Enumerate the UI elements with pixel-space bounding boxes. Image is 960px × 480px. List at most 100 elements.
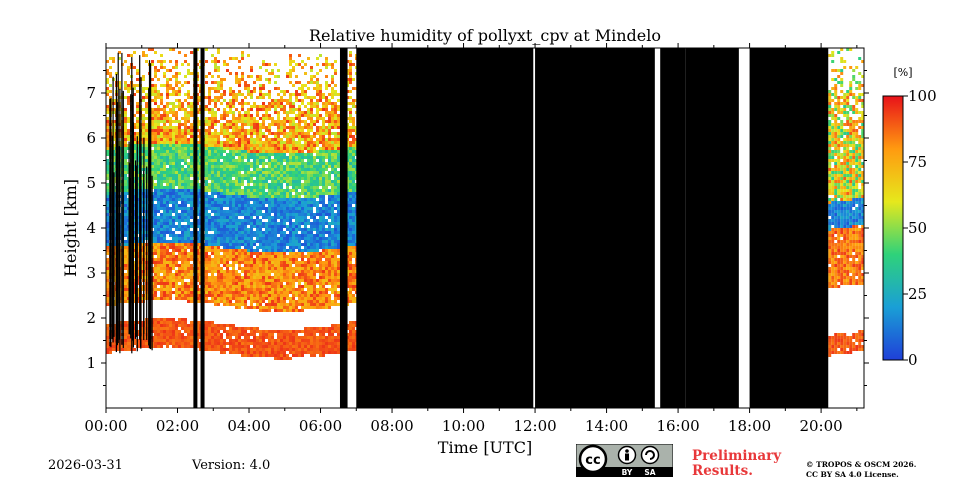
humidity-cell <box>184 141 187 144</box>
humidity-cell <box>256 285 259 288</box>
humidity-cell <box>292 123 295 126</box>
humidity-cell <box>295 186 298 189</box>
humidity-cell <box>184 75 187 78</box>
humidity-cell <box>280 147 283 150</box>
humidity-cell <box>124 81 127 84</box>
humidity-cell <box>238 291 241 294</box>
humidity-cell <box>184 276 187 279</box>
humidity-cell <box>166 126 169 129</box>
humidity-cell <box>208 225 211 228</box>
humidity-cell <box>154 141 157 144</box>
humidity-cell <box>259 171 262 174</box>
humidity-cell <box>217 276 220 279</box>
humidity-cell <box>160 219 163 222</box>
humidity-cell <box>265 309 268 312</box>
humidity-cell <box>238 267 241 270</box>
humidity-cell <box>178 219 181 222</box>
humidity-cell <box>196 204 199 207</box>
humidity-cell <box>199 120 202 123</box>
humidity-cell <box>142 90 145 93</box>
humidity-cell <box>163 72 166 75</box>
humidity-cell <box>187 189 190 192</box>
humidity-cell <box>235 195 238 198</box>
humidity-cell <box>172 252 175 255</box>
humidity-cell <box>274 351 277 354</box>
humidity-cell <box>187 126 190 129</box>
humidity-cell <box>163 186 166 189</box>
humidity-cell <box>292 189 295 192</box>
humidity-cell <box>268 90 271 93</box>
humidity-cell <box>259 117 262 120</box>
humidity-cell <box>175 111 178 114</box>
humidity-cell <box>283 111 286 114</box>
humidity-cell <box>124 150 127 153</box>
humidity-cell <box>259 273 262 276</box>
humidity-cell <box>241 105 244 108</box>
humidity-cell <box>268 222 271 225</box>
humidity-cell <box>214 213 217 216</box>
humidity-cell <box>214 198 217 201</box>
humidity-cell <box>268 192 271 195</box>
humidity-cell <box>289 162 292 165</box>
humidity-cell <box>289 177 292 180</box>
humidity-cell <box>283 300 286 303</box>
humidity-cell <box>163 201 166 204</box>
humidity-cell <box>184 132 187 135</box>
humidity-cell <box>244 171 247 174</box>
humidity-cell <box>235 162 238 165</box>
humidity-cell <box>259 141 262 144</box>
humidity-cell <box>205 105 208 108</box>
humidity-cell <box>205 123 208 126</box>
humidity-cell <box>205 147 208 150</box>
humidity-cell <box>274 207 277 210</box>
humidity-cell <box>190 144 193 147</box>
humidity-cell <box>229 294 232 297</box>
humidity-cell <box>250 234 253 237</box>
humidity-cell <box>163 108 166 111</box>
humidity-cell <box>160 120 163 123</box>
humidity-cell <box>154 291 157 294</box>
humidity-cell <box>259 78 262 81</box>
humidity-cell <box>124 195 127 198</box>
humidity-cell <box>163 168 166 171</box>
humidity-cell <box>154 192 157 195</box>
humidity-cell <box>280 234 283 237</box>
humidity-cell <box>247 255 250 258</box>
humidity-cell <box>298 150 301 153</box>
humidity-cell <box>256 156 259 159</box>
humidity-cell <box>196 147 199 150</box>
humidity-cell <box>253 249 256 252</box>
humidity-cell <box>205 189 208 192</box>
humidity-cell <box>127 348 130 351</box>
humidity-cell <box>244 270 247 273</box>
humidity-cell <box>151 48 154 51</box>
humidity-cell <box>166 135 169 138</box>
humidity-cell <box>298 246 301 249</box>
humidity-cell <box>226 240 229 243</box>
humidity-cell <box>187 129 190 132</box>
humidity-cell <box>298 171 301 174</box>
humidity-cell <box>157 120 160 123</box>
humidity-cell <box>265 105 268 108</box>
humidity-cell <box>235 165 238 168</box>
humidity-cell <box>277 231 280 234</box>
humidity-cell <box>208 288 211 291</box>
humidity-cell <box>190 342 193 345</box>
humidity-cell <box>169 126 172 129</box>
humidity-cell <box>244 123 247 126</box>
humidity-cell <box>160 174 163 177</box>
humidity-cell <box>196 117 199 120</box>
humidity-cell <box>163 240 166 243</box>
humidity-cell <box>271 117 274 120</box>
humidity-cell <box>205 207 208 210</box>
humidity-cell <box>175 255 178 258</box>
humidity-cell <box>187 291 190 294</box>
humidity-cell <box>166 336 169 339</box>
humidity-cell <box>229 324 232 327</box>
humidity-cell <box>223 162 226 165</box>
humidity-cell <box>250 210 253 213</box>
humidity-cell <box>286 159 289 162</box>
humidity-cell <box>199 264 202 267</box>
humidity-cell <box>244 249 247 252</box>
humidity-cell <box>235 159 238 162</box>
